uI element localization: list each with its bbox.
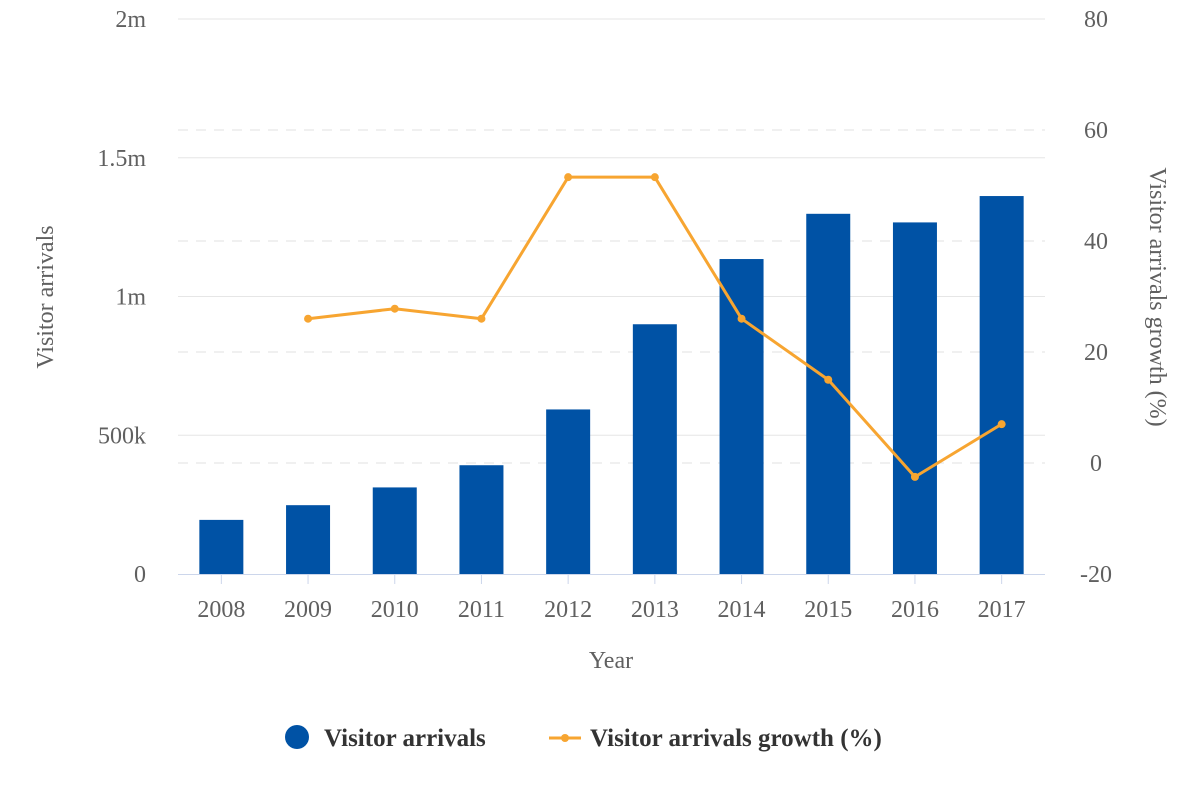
- bar: [892, 222, 937, 574]
- growth-point: [650, 173, 659, 182]
- bar: [632, 324, 677, 574]
- growth-point: [737, 314, 746, 323]
- growth-point: [304, 314, 313, 323]
- growth-point: [390, 304, 399, 313]
- line-series: [304, 173, 1006, 481]
- bar: [719, 259, 764, 574]
- right-y-tick-label: 80: [1084, 7, 1108, 33]
- x-tick-label: 2014: [718, 597, 766, 623]
- legend-item-visitor-arrivals[interactable]: Visitor arrivals: [285, 725, 486, 752]
- right-y-tick-label: 20: [1084, 340, 1108, 366]
- x-tick-label: 2012: [544, 597, 592, 623]
- right-y-tick-label: 60: [1084, 118, 1108, 144]
- right-y-tick-label: -20: [1080, 562, 1112, 588]
- bar: [979, 196, 1024, 575]
- x-tick-label: 2011: [458, 597, 505, 623]
- bar: [286, 505, 331, 574]
- x-tick-label: 2017: [978, 597, 1026, 623]
- x-tick-label: 2015: [804, 597, 852, 623]
- legend: Visitor arrivals Visitor arrivals growth…: [285, 725, 882, 752]
- left-y-tick-labels: 0 500k 1m 1.5m 2m: [97, 7, 146, 588]
- left-y-tick-label: 1m: [115, 285, 146, 311]
- legend-label-visitor-arrivals: Visitor arrivals: [324, 725, 486, 752]
- x-tick-label: 2009: [284, 597, 332, 623]
- growth-point: [477, 314, 486, 323]
- legend-bar-swatch: [285, 725, 309, 749]
- legend-line-marker: [561, 734, 569, 742]
- bar: [806, 213, 851, 574]
- left-y-tick-label: 2m: [115, 7, 146, 33]
- growth-point: [564, 173, 573, 182]
- left-y-tick-label: 500k: [98, 423, 146, 449]
- bar: [546, 409, 591, 574]
- growth-point: [824, 375, 833, 384]
- bar: [459, 465, 504, 574]
- x-tick-label: 2016: [891, 597, 939, 623]
- right-y-tick-label: 40: [1084, 229, 1108, 255]
- legend-label-visitor-arrivals-growth: Visitor arrivals growth (%): [590, 725, 882, 752]
- bar-series: [199, 196, 1024, 575]
- x-tick-label: 2010: [371, 597, 419, 623]
- left-y-axis-title: Visitor arrivals: [33, 225, 59, 368]
- right-y-tick-label: 0: [1090, 451, 1102, 477]
- legend-item-visitor-arrivals-growth[interactable]: Visitor arrivals growth (%): [549, 725, 882, 752]
- right-y-axis-title: Visitor arrivals growth (%): [1144, 167, 1170, 426]
- right-y-tick-labels: -20 0 20 40 60 80: [1080, 7, 1112, 588]
- bar: [372, 487, 417, 574]
- growth-point: [997, 420, 1006, 429]
- x-tick-label: 2013: [631, 597, 679, 623]
- x-tick-label: 2008: [197, 597, 245, 623]
- bar: [199, 519, 244, 574]
- x-tick-marks: [220, 574, 1003, 584]
- x-axis-title: Year: [589, 648, 633, 674]
- x-tick-labels: 2008 2009 2010 2011 2012 2013 2014 2015 2016 2017: [197, 597, 1025, 623]
- left-y-tick-label: 1.5m: [97, 146, 146, 172]
- growth-point: [910, 472, 919, 481]
- left-y-tick-label: 0: [134, 562, 146, 588]
